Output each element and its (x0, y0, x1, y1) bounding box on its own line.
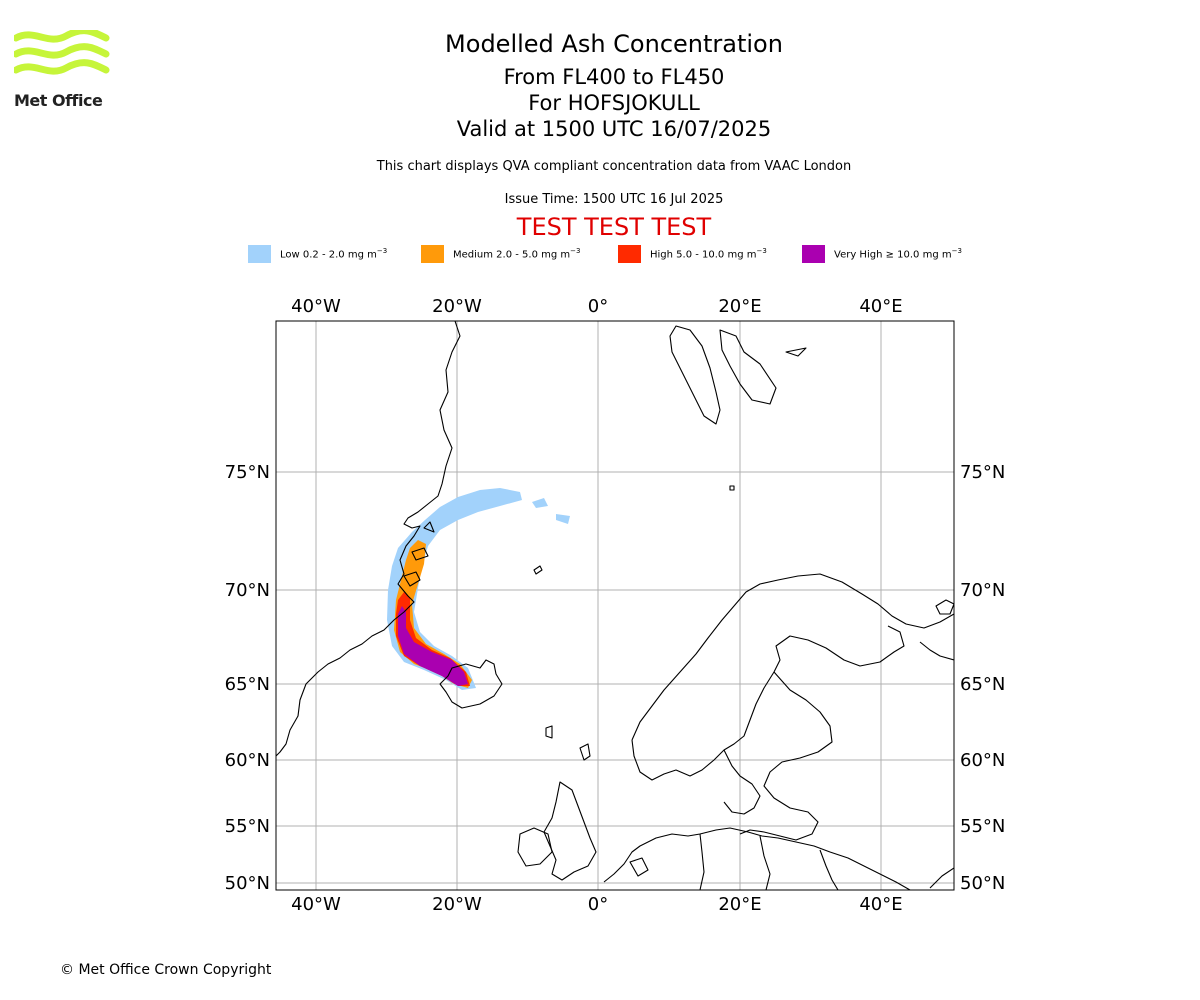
map-frame (275, 320, 955, 891)
volcano-name: For HOFSJOKULL (528, 91, 700, 115)
lon-label: 40°E (859, 296, 902, 317)
logo-text: Met Office (14, 91, 103, 110)
flight-level-range: From FL400 to FL450 (503, 65, 725, 89)
lat-label: 75°N (960, 462, 1005, 483)
lon-labels-top: 40°W 20°W 0° 20°E 40°E (291, 296, 902, 317)
legend-swatch-very-high (802, 245, 825, 263)
lon-label: 40°E (859, 894, 902, 915)
legend-label-low: Low 0.2 - 2.0 mg m (280, 249, 377, 261)
valid-time: Valid at 1500 UTC 16/07/2025 (456, 117, 772, 141)
lat-label: 60°N (960, 750, 1005, 771)
issue-time: Issue Time: 1500 UTC 16 Jul 2025 (504, 192, 724, 207)
test-banner: TEST TEST TEST (516, 213, 712, 241)
lon-labels-bottom: 40°W 20°W 0° 20°E 40°E (291, 894, 902, 915)
lat-label: 65°N (225, 674, 270, 695)
chart-title: Modelled Ash Concentration (445, 30, 783, 58)
lat-label: 65°N (960, 674, 1005, 695)
lon-label: 20°E (718, 894, 761, 915)
lat-labels-right: 75°N 70°N 65°N 60°N 55°N 50°N (960, 462, 1005, 894)
chart-description: This chart displays QVA compliant concen… (376, 159, 852, 174)
lon-label: 40°W (291, 894, 341, 915)
lat-label: 75°N (225, 462, 270, 483)
gridlines (276, 321, 954, 890)
lon-label: 0° (588, 894, 608, 915)
chart-subtitle: From FL400 to FL450 For HOFSJOKULL Valid… (314, 64, 914, 142)
lon-label: 40°W (291, 296, 341, 317)
lon-label: 20°W (432, 296, 482, 317)
lat-label: 55°N (960, 816, 1005, 837)
lon-label: 20°W (432, 894, 482, 915)
legend-label-high: High 5.0 - 10.0 mg m (650, 249, 757, 261)
met-office-logo: Met Office (12, 27, 110, 114)
legend-label-medium: Medium 2.0 - 5.0 mg m (453, 249, 571, 261)
lat-label: 50°N (960, 873, 1005, 894)
legend-item-high: High 5.0 - 10.0 mg m−3 (618, 244, 767, 264)
legend-label-very-high: Very High ≥ 10.0 mg m (834, 249, 952, 261)
legend-item-medium: Medium 2.0 - 5.0 mg m−3 (421, 244, 580, 264)
lat-label: 70°N (960, 580, 1005, 601)
legend-item-low: Low 0.2 - 2.0 mg m−3 (248, 244, 387, 264)
lat-label: 50°N (225, 873, 270, 894)
copyright-notice: © Met Office Crown Copyright (60, 962, 272, 978)
legend-item-very-high: Very High ≥ 10.0 mg m−3 (802, 244, 962, 264)
coastlines (276, 321, 954, 890)
lat-labels-left: 75°N 70°N 65°N 60°N 55°N 50°N (225, 462, 270, 894)
lon-label: 0° (588, 296, 608, 317)
lon-label: 20°E (718, 296, 761, 317)
met-office-waves-icon (12, 27, 110, 75)
legend-swatch-medium (421, 245, 444, 263)
legend-swatch-low (248, 245, 271, 263)
legend-swatch-high (618, 245, 641, 263)
lat-label: 60°N (225, 750, 270, 771)
lat-label: 70°N (225, 580, 270, 601)
ash-very-high-concentration-area (398, 606, 468, 686)
lat-label: 55°N (225, 816, 270, 837)
